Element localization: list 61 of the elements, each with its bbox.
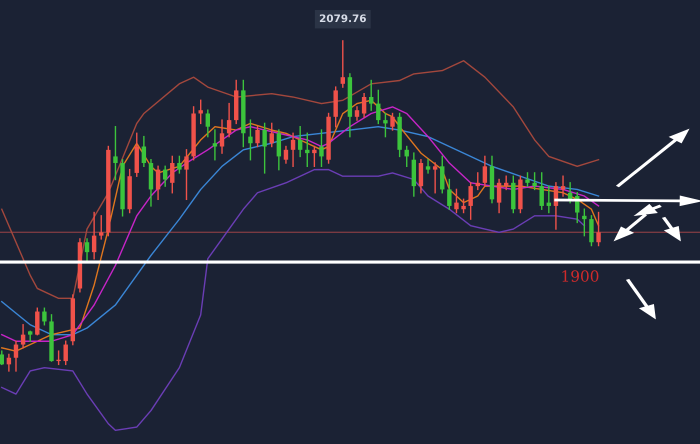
candlestick bbox=[0, 350, 4, 366]
candlestick bbox=[504, 176, 508, 190]
candlestick bbox=[177, 156, 182, 174]
candlestick bbox=[354, 106, 360, 121]
annotation: 2079.76 bbox=[320, 14, 366, 22]
candlestick bbox=[28, 330, 32, 342]
candlestick bbox=[212, 129, 218, 160]
candlestick bbox=[20, 324, 26, 349]
candlestick bbox=[404, 146, 409, 168]
candlestick bbox=[582, 208, 587, 236]
candlestick bbox=[554, 182, 558, 230]
candlestick bbox=[113, 126, 118, 180]
candlestick bbox=[540, 172, 544, 210]
candlestick bbox=[305, 132, 310, 168]
candlestick bbox=[560, 176, 566, 197]
candlestick bbox=[170, 156, 174, 194]
candlestick bbox=[440, 156, 444, 194]
candlestick bbox=[276, 129, 282, 170]
candlestick bbox=[383, 112, 388, 138]
candlestick bbox=[42, 308, 47, 326]
candlestick bbox=[369, 80, 374, 111]
candlestick bbox=[298, 126, 302, 158]
candlestick bbox=[99, 215, 104, 240]
candlestick bbox=[482, 156, 488, 187]
candlestick bbox=[362, 93, 366, 118]
candlestick bbox=[206, 110, 210, 138]
annotation: 1900 bbox=[562, 270, 598, 282]
candlestick bbox=[156, 166, 160, 200]
candlestick bbox=[226, 102, 232, 138]
candlestick bbox=[454, 188, 459, 214]
candlestick bbox=[476, 172, 480, 190]
candlestick bbox=[340, 40, 345, 88]
candlestick bbox=[84, 238, 90, 263]
candlestick bbox=[525, 172, 530, 187]
candlestick bbox=[312, 146, 317, 168]
candlestick bbox=[589, 215, 594, 246]
candlestick bbox=[14, 340, 18, 372]
candlestick bbox=[290, 132, 296, 168]
candlestick bbox=[6, 354, 12, 372]
candlestick bbox=[468, 182, 473, 220]
candlestick bbox=[162, 166, 168, 187]
candlestick bbox=[35, 308, 40, 336]
candlestick bbox=[262, 122, 267, 174]
candlestick bbox=[532, 172, 537, 190]
candlestick bbox=[447, 178, 452, 210]
candlestick bbox=[270, 122, 274, 148]
candlestick bbox=[248, 119, 253, 160]
candlestick bbox=[142, 136, 146, 168]
candlestick bbox=[568, 182, 572, 204]
candlestick bbox=[376, 90, 381, 124]
candlestick bbox=[319, 129, 324, 168]
candlestick bbox=[596, 212, 601, 246]
candlestick bbox=[418, 159, 424, 194]
candlestick bbox=[496, 178, 502, 214]
candlestick bbox=[64, 340, 68, 366]
candlestick bbox=[198, 100, 203, 124]
candlestick bbox=[432, 162, 438, 194]
candlestick bbox=[461, 198, 466, 214]
candlestick bbox=[546, 185, 552, 214]
candlestick bbox=[56, 350, 61, 366]
candlestick bbox=[92, 212, 96, 260]
